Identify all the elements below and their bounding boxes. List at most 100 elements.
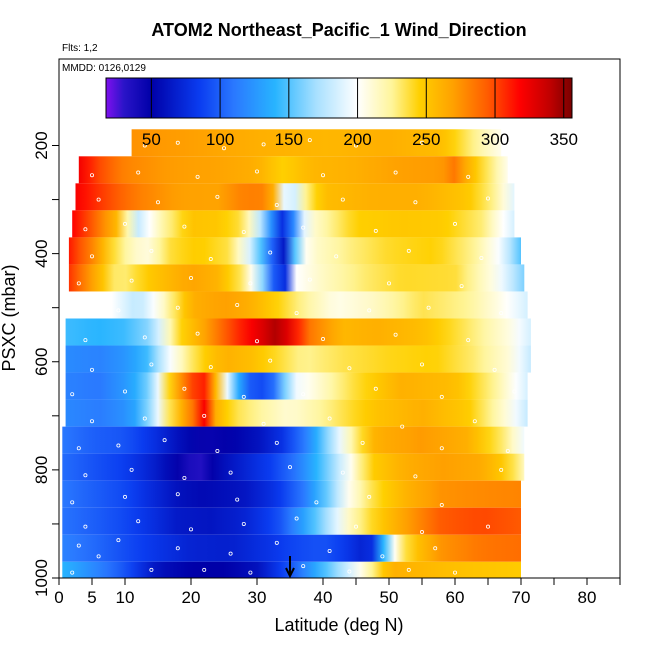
- data-marker: [188, 527, 193, 532]
- data-marker: [353, 524, 358, 529]
- data-marker: [136, 170, 141, 175]
- data-marker: [195, 331, 200, 336]
- chart-title: ATOM2 Northeast_Pacific_1 Wind_Direction: [151, 20, 526, 40]
- data-marker: [228, 470, 233, 475]
- heatmap-band: [62, 561, 522, 578]
- heatmap-band: [131, 129, 502, 157]
- data-marker: [320, 337, 325, 342]
- data-marker: [202, 567, 207, 572]
- data-marker: [235, 302, 240, 307]
- data-marker: [301, 564, 306, 569]
- data-marker: [182, 224, 187, 229]
- y-tick-label: 1000: [32, 559, 51, 597]
- data-marker: [90, 173, 95, 178]
- data-marker: [123, 221, 128, 226]
- data-marker: [452, 221, 457, 226]
- colorbar-tick-label: 200: [343, 130, 371, 149]
- data-marker: [380, 554, 385, 559]
- data-marker: [83, 524, 88, 529]
- data-marker: [268, 250, 273, 255]
- data-marker: [175, 492, 180, 497]
- data-marker: [83, 338, 88, 343]
- data-marker: [248, 281, 253, 286]
- data-marker: [123, 494, 128, 499]
- data-marker: [254, 339, 259, 344]
- x-tick-label: 0: [54, 588, 63, 607]
- data-marker: [320, 173, 325, 178]
- data-marker: [241, 521, 246, 526]
- data-marker: [353, 143, 358, 148]
- data-markers: [70, 138, 517, 575]
- data-marker: [274, 540, 279, 545]
- data-marker: [248, 570, 253, 575]
- colorbar-tick-label: 100: [206, 130, 234, 149]
- y-axis: 200 400 600 800 1000: [32, 131, 59, 597]
- heatmap-band: [68, 237, 522, 265]
- data-marker: [274, 440, 279, 445]
- data-marker: [512, 389, 517, 394]
- data-marker: [90, 367, 95, 372]
- data-marker: [294, 311, 299, 316]
- data-marker: [301, 392, 306, 397]
- data-marker: [142, 416, 147, 421]
- data-marker: [228, 551, 233, 556]
- data-marker: [340, 197, 345, 202]
- data-marker: [254, 169, 259, 174]
- data-marker: [208, 365, 213, 370]
- data-marker: [485, 524, 490, 529]
- heatmap-band: [111, 291, 528, 319]
- plot-area-frame: [58, 58, 621, 579]
- data-marker: [439, 394, 444, 399]
- heatmap: [62, 129, 531, 578]
- data-marker: [182, 475, 187, 480]
- arrow-head: [285, 567, 295, 579]
- data-marker: [334, 254, 339, 259]
- y-tick-label: 800: [32, 456, 51, 484]
- data-marker: [70, 570, 75, 575]
- data-marker: [327, 416, 332, 421]
- data-marker: [96, 197, 101, 202]
- colorbar-tick-label: 150: [275, 130, 303, 149]
- data-marker: [129, 278, 134, 283]
- colorbar: 50 100 150 200 250 300 350: [105, 77, 578, 149]
- data-marker: [235, 497, 240, 502]
- data-marker: [215, 194, 220, 199]
- data-marker: [83, 473, 88, 478]
- data-marker: [70, 392, 75, 397]
- data-marker: [373, 228, 378, 233]
- data-marker: [195, 174, 200, 179]
- heatmap-band: [65, 345, 531, 373]
- data-marker: [175, 140, 180, 145]
- data-marker: [314, 500, 319, 505]
- data-marker: [116, 538, 121, 543]
- data-marker: [76, 446, 81, 451]
- data-marker: [182, 386, 187, 391]
- heatmap-band: [62, 453, 525, 481]
- data-marker: [466, 174, 471, 179]
- data-marker: [307, 138, 312, 143]
- data-marker: [274, 202, 279, 207]
- heatmap-band: [72, 210, 515, 238]
- heatmap-band: [62, 534, 522, 562]
- data-marker: [149, 248, 154, 253]
- data-marker: [241, 394, 246, 399]
- flights-label: Flts: 1,2: [62, 43, 98, 54]
- data-marker: [393, 170, 398, 175]
- data-marker: [83, 227, 88, 232]
- data-marker: [70, 500, 75, 505]
- x-tick-label: 80: [578, 588, 597, 607]
- x-axis: 0 5 10 20 30 40 50 60 70 80: [54, 578, 621, 607]
- heatmap-band: [75, 183, 515, 211]
- colorbar-frame: [105, 77, 573, 119]
- data-marker: [360, 440, 365, 445]
- data-marker: [466, 338, 471, 343]
- data-marker: [90, 254, 95, 259]
- data-marker: [116, 308, 121, 313]
- y-tick-label: 400: [32, 239, 51, 267]
- data-marker: [142, 143, 147, 148]
- arrow-marker: [285, 556, 295, 579]
- colorbar-gradient-rect: [106, 78, 572, 118]
- data-marker: [479, 255, 484, 260]
- data-marker: [393, 332, 398, 337]
